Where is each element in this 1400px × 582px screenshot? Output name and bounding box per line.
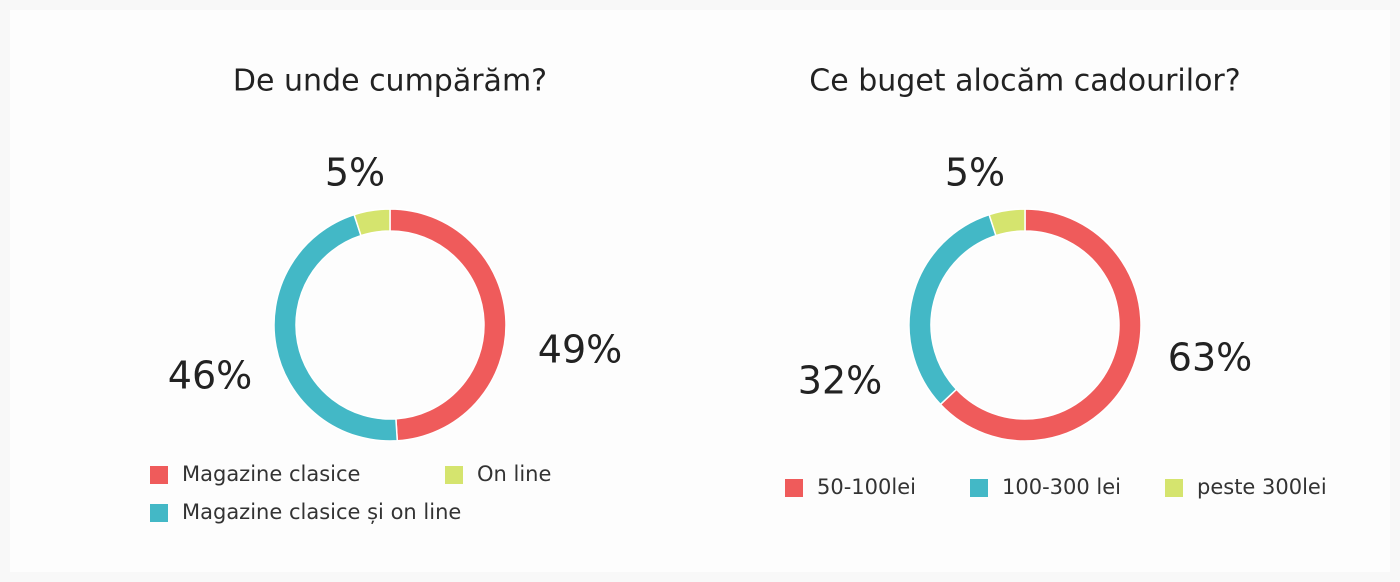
value-label: 5% — [945, 151, 1005, 195]
donut-segment — [353, 208, 391, 237]
legend-label: 50-100lei — [817, 475, 916, 499]
chart-title: De unde cumpărăm? — [233, 64, 547, 99]
legend-label: peste 300lei — [1197, 475, 1327, 499]
legend-swatch — [445, 466, 463, 484]
value-label: 49% — [538, 328, 622, 372]
legend-swatch — [970, 479, 988, 497]
legend-label: Magazine clasice — [182, 462, 360, 486]
chart-title: Ce buget alocăm cadourilor? — [809, 64, 1240, 99]
value-label: 32% — [798, 359, 882, 403]
legend-label: 100-300 lei — [1002, 475, 1121, 499]
donut-segment — [988, 208, 1026, 237]
value-label: 5% — [325, 151, 385, 195]
value-label: 63% — [1168, 336, 1252, 380]
legend-swatch — [150, 466, 168, 484]
panel — [10, 10, 1390, 572]
value-label: 46% — [168, 354, 252, 398]
legend-swatch — [785, 479, 803, 497]
donut-segment — [939, 208, 1142, 442]
legend-label: On line — [477, 462, 551, 486]
legend-label: Magazine clasice și on line — [182, 500, 461, 524]
legend-swatch — [1165, 479, 1183, 497]
legend-swatch — [150, 504, 168, 522]
